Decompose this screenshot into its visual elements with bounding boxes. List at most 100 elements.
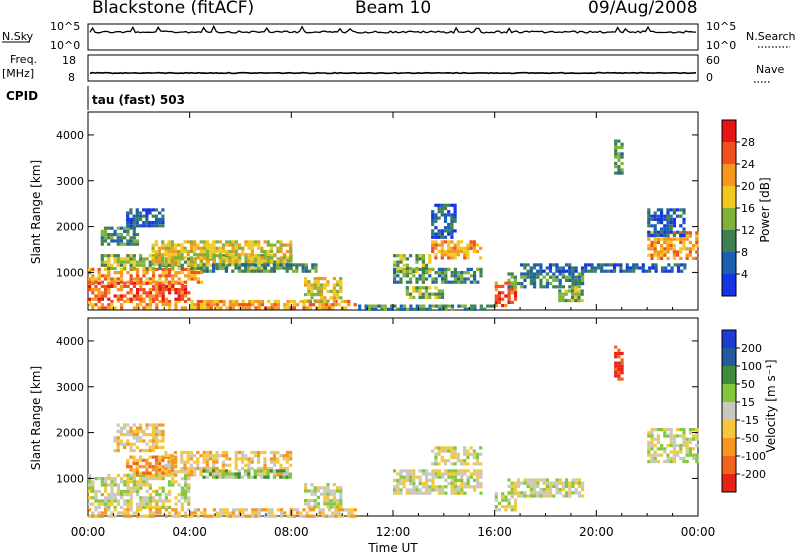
data-cell <box>450 475 454 479</box>
data-cell <box>533 481 537 485</box>
data-cell <box>273 260 277 264</box>
data-cell <box>577 494 581 498</box>
data-cell <box>126 280 130 284</box>
data-cell <box>123 502 127 506</box>
data-cell <box>402 482 406 486</box>
data-cell <box>460 472 464 476</box>
data-cell <box>469 246 473 250</box>
data-cell <box>225 259 229 263</box>
data-cell <box>104 306 108 310</box>
data-cell <box>399 491 403 495</box>
data-cell <box>320 299 324 303</box>
data-cell <box>620 152 624 156</box>
data-cell <box>507 505 511 509</box>
data-cell <box>279 246 283 250</box>
data-cell <box>126 442 130 446</box>
data-cell <box>212 514 216 518</box>
data-cell <box>295 266 299 270</box>
data-cell <box>507 501 511 505</box>
data-cell <box>132 239 136 243</box>
data-cell <box>193 511 197 515</box>
data-cell <box>97 277 101 281</box>
data-cell <box>174 280 178 284</box>
data-cell <box>456 243 460 247</box>
data-cell <box>164 297 168 301</box>
data-cell <box>139 480 143 484</box>
data-cell <box>135 445 139 449</box>
data-cell <box>396 488 400 492</box>
data-cell <box>660 453 664 457</box>
data-cell <box>561 285 565 289</box>
data-cell <box>453 267 457 271</box>
data-cell <box>545 272 549 276</box>
colorbar-tick-label: 15 <box>741 396 755 409</box>
data-cell <box>542 488 546 492</box>
freq-tick-low: 8 <box>68 71 75 84</box>
data-cell <box>158 224 162 228</box>
data-cell <box>434 475 438 479</box>
data-cell <box>513 508 518 512</box>
data-cell <box>641 266 645 270</box>
data-cell <box>167 243 171 247</box>
nsky-tick-low: 10^0 <box>50 39 80 52</box>
data-cell <box>209 306 213 310</box>
data-cell <box>155 429 159 433</box>
data-cell <box>402 485 406 489</box>
data-cell <box>329 296 333 300</box>
data-cell <box>529 488 533 492</box>
data-cell <box>453 446 457 450</box>
data-cell <box>584 266 588 270</box>
colorbar-segment <box>722 366 736 384</box>
data-cell <box>260 266 264 271</box>
data-cell <box>676 230 680 234</box>
data-cell <box>225 306 229 310</box>
data-cell <box>88 288 92 292</box>
data-cell <box>167 466 171 471</box>
data-cell <box>549 488 553 492</box>
data-cell <box>97 502 101 506</box>
data-cell <box>221 259 226 263</box>
data-cell <box>390 307 394 311</box>
data-cell <box>148 493 152 497</box>
data-cell <box>672 253 676 257</box>
data-cell <box>647 453 651 457</box>
data-cell <box>135 239 140 243</box>
data-cell <box>666 460 670 464</box>
data-cell <box>129 263 133 267</box>
data-cell <box>157 259 162 263</box>
data-cell <box>510 484 514 488</box>
data-cell <box>466 452 470 456</box>
data-cell <box>250 240 254 244</box>
data-cell <box>202 263 206 267</box>
data-cell <box>164 299 168 304</box>
data-cell <box>418 274 422 278</box>
data-cell <box>466 449 470 453</box>
data-cell <box>289 514 293 518</box>
data-cell <box>151 426 155 430</box>
data-cell <box>328 508 332 512</box>
data-cell <box>136 294 140 298</box>
data-cell <box>402 304 407 308</box>
data-cell <box>603 269 607 273</box>
data-cell <box>421 270 425 274</box>
data-cell <box>158 486 162 490</box>
data-cell <box>173 243 178 247</box>
data-cell <box>164 266 168 271</box>
data-cell <box>347 511 351 515</box>
data-cell <box>321 514 325 518</box>
data-cell <box>215 466 219 471</box>
data-cell <box>206 306 210 310</box>
data-cell <box>126 477 130 481</box>
x-tick-label: 12:00 <box>376 525 411 539</box>
data-cell <box>129 465 133 469</box>
data-cell <box>405 270 409 274</box>
data-cell <box>100 493 104 497</box>
data-cell <box>421 257 425 261</box>
data-cell <box>132 263 136 267</box>
data-cell <box>399 469 403 473</box>
data-cell <box>539 285 543 289</box>
data-cell <box>581 282 585 286</box>
data-cell <box>237 263 241 267</box>
data-cell <box>132 236 136 240</box>
data-cell <box>315 514 319 518</box>
